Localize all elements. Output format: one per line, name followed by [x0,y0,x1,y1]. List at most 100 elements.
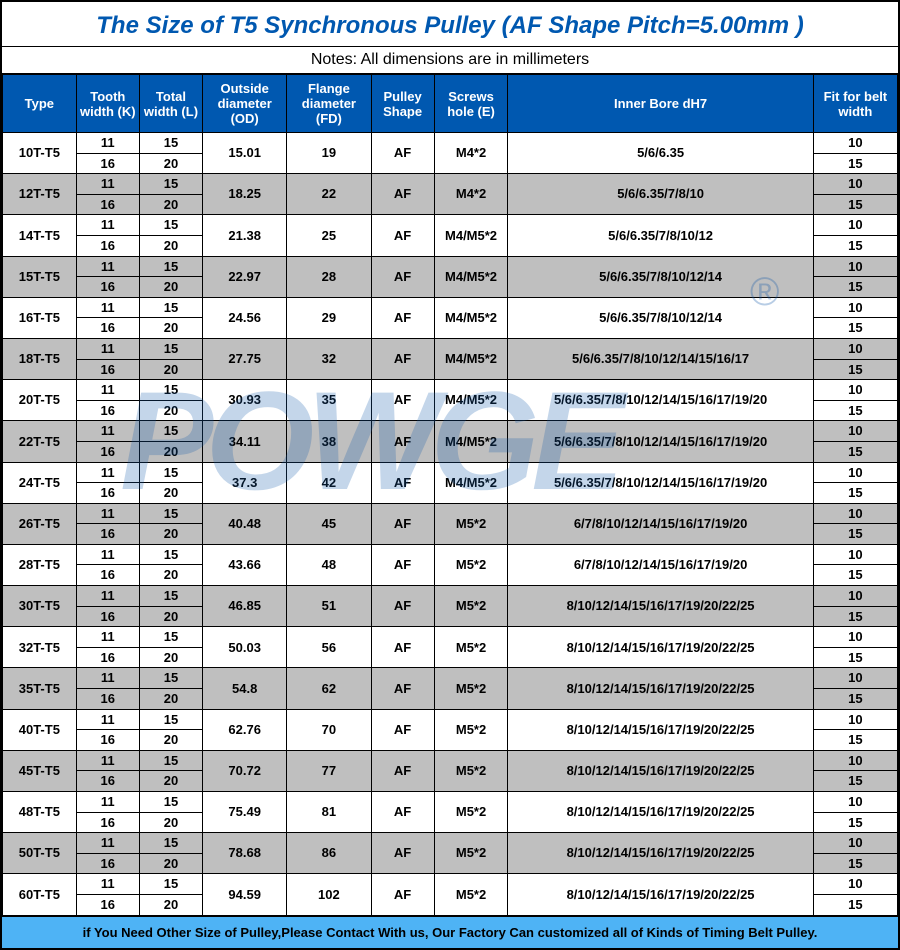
cell-fit: 15 [813,524,897,545]
cell-fit: 15 [813,565,897,586]
cell-fit: 10 [813,544,897,565]
cell-fit: 15 [813,441,897,462]
cell-l: 20 [139,812,202,833]
cell-e: M4*2 [434,174,508,215]
cell-fit: 10 [813,380,897,401]
cell-l: 15 [139,709,202,730]
cell-e: M4/M5*2 [434,462,508,503]
cell-e: M4/M5*2 [434,256,508,297]
cell-type: 35T-T5 [3,668,77,709]
th-bore: Inner Bore dH7 [508,75,813,133]
cell-shape: AF [371,627,434,668]
cell-e: M5*2 [434,627,508,668]
cell-od: 18.25 [203,174,287,215]
cell-l: 20 [139,689,202,710]
cell-type: 45T-T5 [3,750,77,791]
table-row: 10T-T5111515.0119AFM4*25/6/6.3510 [3,133,898,154]
cell-k: 11 [76,709,139,730]
cell-od: 24.56 [203,297,287,338]
cell-bore: 6/7/8/10/12/14/15/16/17/19/20 [508,503,813,544]
cell-k: 16 [76,853,139,874]
cell-fit: 10 [813,462,897,483]
cell-l: 15 [139,215,202,236]
cell-k: 16 [76,194,139,215]
cell-k: 16 [76,647,139,668]
cell-type: 24T-T5 [3,462,77,503]
cell-od: 15.01 [203,133,287,174]
cell-bore: 8/10/12/14/15/16/17/19/20/22/25 [508,750,813,791]
table-row: 32T-T5111550.0356AFM5*28/10/12/14/15/16/… [3,627,898,648]
cell-fit: 10 [813,338,897,359]
th-shape: Pulley Shape [371,75,434,133]
cell-fd: 25 [287,215,371,256]
table-row: 12T-T5111518.2522AFM4*25/6/6.35/7/8/1010 [3,174,898,195]
cell-k: 16 [76,483,139,504]
cell-k: 16 [76,565,139,586]
cell-k: 16 [76,400,139,421]
table-row: 28T-T5111543.6648AFM5*26/7/8/10/12/14/15… [3,544,898,565]
cell-k: 16 [76,441,139,462]
cell-type: 12T-T5 [3,174,77,215]
cell-type: 60T-T5 [3,874,77,915]
cell-l: 20 [139,235,202,256]
cell-shape: AF [371,174,434,215]
cell-type: 26T-T5 [3,503,77,544]
cell-shape: AF [371,256,434,297]
table-row: 26T-T5111540.4845AFM5*26/7/8/10/12/14/15… [3,503,898,524]
cell-e: M5*2 [434,750,508,791]
th-fd: Flange diameter (FD) [287,75,371,133]
cell-type: 18T-T5 [3,338,77,379]
page-container: The Size of T5 Synchronous Pulley (AF Sh… [0,0,900,950]
page-title: The Size of T5 Synchronous Pulley (AF Sh… [2,2,898,47]
cell-od: 43.66 [203,544,287,585]
cell-od: 27.75 [203,338,287,379]
notes-text: Notes: All dimensions are in millimeters [2,47,898,74]
cell-type: 15T-T5 [3,256,77,297]
cell-l: 20 [139,318,202,339]
cell-shape: AF [371,380,434,421]
cell-l: 20 [139,565,202,586]
table-header: Type Tooth width (K) Total width (L) Out… [3,75,898,133]
th-od: Outside diameter (OD) [203,75,287,133]
cell-fd: 56 [287,627,371,668]
cell-l: 20 [139,277,202,298]
cell-l: 20 [139,194,202,215]
cell-l: 20 [139,894,202,915]
footer-text: if You Need Other Size of Pulley,Please … [2,916,898,948]
cell-od: 40.48 [203,503,287,544]
cell-fd: 42 [287,462,371,503]
cell-fit: 10 [813,792,897,813]
cell-type: 14T-T5 [3,215,77,256]
cell-l: 20 [139,483,202,504]
cell-l: 20 [139,606,202,627]
cell-e: M5*2 [434,709,508,750]
cell-shape: AF [371,709,434,750]
cell-fit: 10 [813,833,897,854]
cell-l: 20 [139,359,202,380]
cell-bore: 5/6/6.35/7/8/10/12 [508,215,813,256]
cell-od: 22.97 [203,256,287,297]
cell-fit: 10 [813,627,897,648]
cell-e: M5*2 [434,586,508,627]
cell-fit: 10 [813,874,897,895]
th-e: Screws hole (E) [434,75,508,133]
cell-fit: 10 [813,668,897,689]
cell-od: 46.85 [203,586,287,627]
cell-fd: 51 [287,586,371,627]
cell-l: 15 [139,668,202,689]
cell-type: 50T-T5 [3,833,77,874]
cell-od: 34.11 [203,421,287,462]
table-body: 10T-T5111515.0119AFM4*25/6/6.35101620151… [3,133,898,916]
cell-k: 11 [76,503,139,524]
cell-k: 11 [76,627,139,648]
pulley-table: Type Tooth width (K) Total width (L) Out… [2,74,898,916]
cell-type: 16T-T5 [3,297,77,338]
cell-fit: 10 [813,709,897,730]
cell-k: 16 [76,771,139,792]
cell-bore: 8/10/12/14/15/16/17/19/20/22/25 [508,874,813,915]
cell-type: 10T-T5 [3,133,77,174]
table-row: 30T-T5111546.8551AFM5*28/10/12/14/15/16/… [3,586,898,607]
cell-shape: AF [371,503,434,544]
cell-od: 70.72 [203,750,287,791]
cell-bore: 8/10/12/14/15/16/17/19/20/22/25 [508,833,813,874]
